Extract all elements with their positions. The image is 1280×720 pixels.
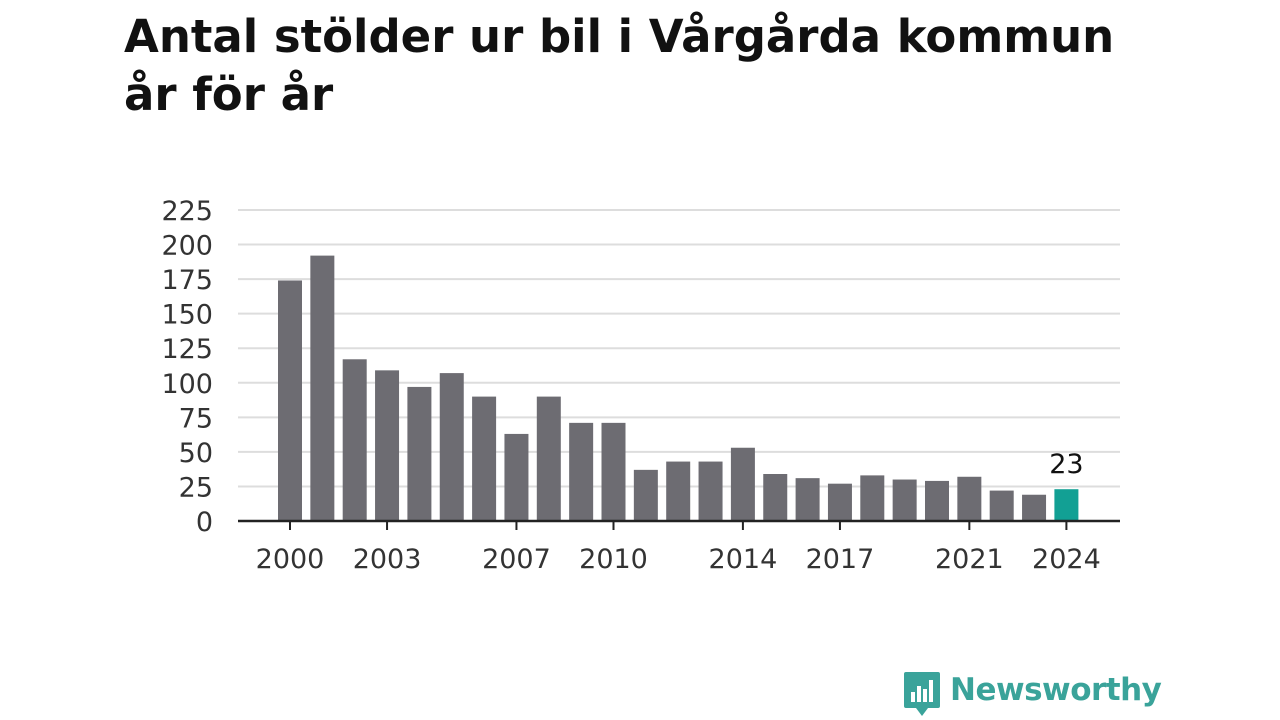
bar-2003: [375, 370, 400, 521]
y-tick-label: 200: [161, 231, 213, 262]
x-tick-label: 2010: [579, 544, 648, 575]
y-tick-label: 125: [161, 334, 213, 365]
bar-2021: [957, 476, 982, 521]
chart-title: Antal stölder ur bil i Vårgårda kommun å…: [124, 8, 1204, 124]
bar-2006: [472, 396, 497, 521]
bar-2020: [925, 480, 949, 521]
y-tick-label: 0: [196, 507, 213, 538]
bar-2019: [892, 479, 917, 521]
x-tick-label: 2000: [256, 544, 325, 575]
chart-title-line-1: Antal stölder ur bil i Vårgårda kommun: [124, 10, 1115, 63]
y-tick-label: 225: [161, 196, 213, 227]
bar-2009: [569, 422, 594, 521]
y-tick-label: 100: [161, 369, 213, 400]
chart-title-line-2: år för år: [124, 68, 334, 121]
bar-2002: [342, 359, 367, 521]
x-axis-ticks: 2000 2003 2007 2010 2014 2017 2021 2024: [256, 521, 1101, 575]
bar-2015: [763, 474, 788, 521]
bar-2018: [860, 475, 885, 521]
highlight-value-label: 23: [1049, 449, 1083, 480]
bar-2016: [795, 478, 820, 521]
bar-2012: [666, 461, 691, 521]
bar-2001: [310, 255, 335, 521]
newsworthy-logo: Newsworthy: [902, 670, 1162, 720]
bar-2004: [407, 386, 432, 521]
bar-2007: [504, 433, 529, 521]
x-tick-label: 2003: [353, 544, 422, 575]
bar-2017: [827, 483, 852, 521]
x-tick-label: 2021: [935, 544, 1004, 575]
gridlines: [238, 209, 1120, 488]
bar-2000: [278, 280, 302, 521]
y-tick-label: 150: [161, 300, 213, 331]
x-tick-label: 2014: [709, 544, 778, 575]
bar-2011: [633, 469, 658, 521]
bar-2005: [439, 373, 464, 521]
brand-name: Newsworthy: [950, 672, 1162, 708]
bar-2013: [698, 461, 723, 521]
y-tick-label: 50: [179, 438, 213, 469]
bar-2010: [601, 422, 626, 521]
bar-2014: [730, 447, 755, 521]
bar-2024: [1054, 489, 1079, 521]
y-tick-label: 25: [179, 472, 213, 503]
newsworthy-logo-icon: [904, 672, 940, 716]
bar-2008: [536, 396, 561, 521]
y-tick-label: 175: [161, 265, 213, 296]
bar-2023: [1022, 494, 1047, 521]
bars: [278, 255, 1079, 521]
y-tick-label: 75: [179, 403, 213, 434]
x-tick-label: 2017: [806, 544, 875, 575]
bar-2022: [989, 490, 1014, 521]
x-tick-label: 2007: [482, 544, 551, 575]
x-tick-label: 2024: [1032, 544, 1101, 575]
